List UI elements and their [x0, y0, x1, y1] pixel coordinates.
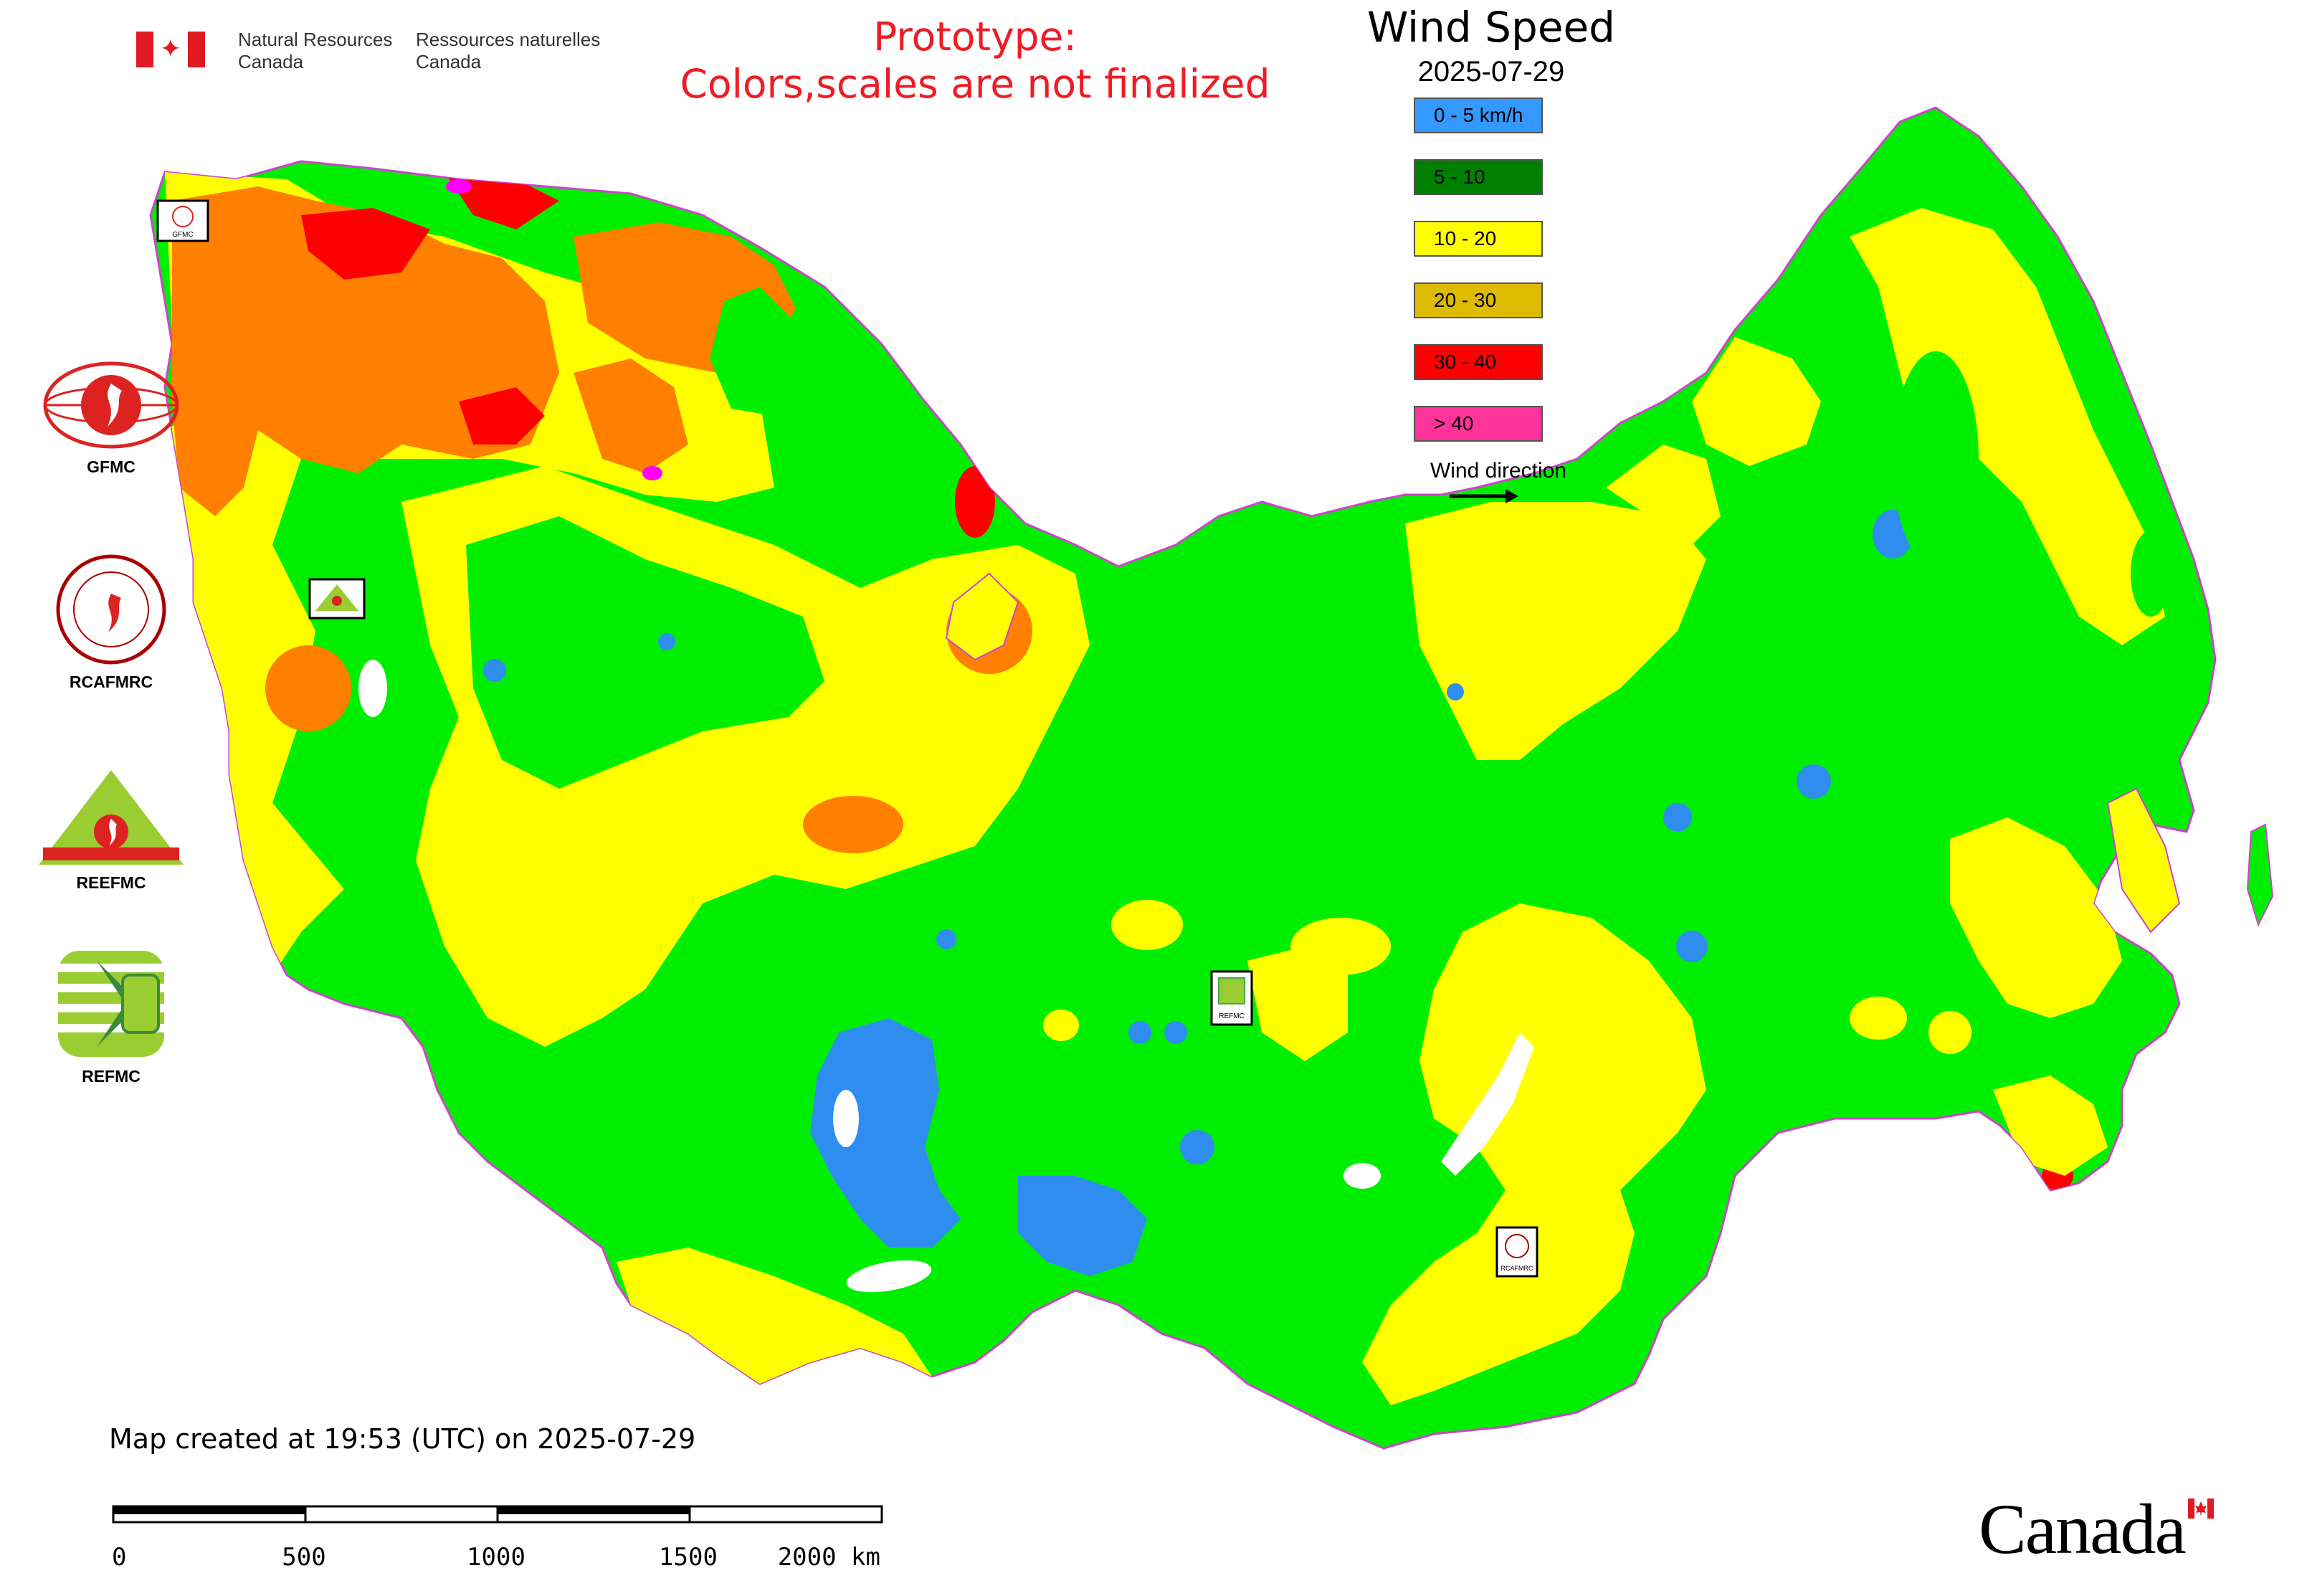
svg-text:GFMC: GFMC [172, 231, 193, 239]
logo-reefmc: REEFMC [29, 767, 194, 893]
canada-wordmark-flag-icon [2188, 1498, 2214, 1519]
nrcan-signature: ✦ Natural Resources Canada Ressources na… [136, 26, 602, 76]
legend-item-10-20: 10 - 20 [1414, 221, 1543, 257]
marker-reefmc [308, 578, 366, 619]
scale-tick-1000: 1000 [467, 1543, 525, 1572]
map-date: 2025-07-29 [1417, 56, 1565, 87]
scale-tick-1500: 1500 [659, 1543, 718, 1572]
legend-item-30-40: 30 - 40 [1414, 344, 1543, 380]
prototype-notice: Prototype: Colors,scales are not finaliz… [680, 14, 1270, 107]
scale-tick-0: 0 [112, 1543, 126, 1572]
logo-rcafmrc: RCAFMRC [29, 552, 194, 692]
marker-gfmc: GFMC [156, 199, 209, 242]
gfmc-logo-icon [43, 361, 179, 449]
marker-refmc: REFMC [1210, 970, 1253, 1026]
map-title: Wind Speed [1366, 3, 1616, 52]
scale-tick-500: 500 [282, 1543, 325, 1572]
scale-tick-2000: 2000 km [778, 1543, 880, 1572]
rcafmrc-logo-icon [56, 554, 166, 665]
legend-item-20-30: 20 - 30 [1414, 282, 1543, 318]
canada-wordmark: Canada [1979, 1489, 2187, 1569]
map-created-text: Map created at 19:53 (UTC) on 2025-07-29 [109, 1423, 696, 1455]
scale-bar: 0 500 1000 1500 2000 km [112, 1505, 883, 1572]
canada-flag-icon: ✦ [136, 32, 205, 67]
nrcan-english-name: Natural Resources Canada [238, 29, 393, 72]
marker-rcafmrc: RCAFMRC [1495, 1226, 1538, 1278]
wind-direction-label: Wind direction [1430, 459, 1567, 483]
legend-item-over-40: > 40 [1414, 406, 1543, 442]
wind-direction-arrow-icon [1450, 489, 1518, 503]
nrcan-french-name: Ressources naturelles Canada [416, 29, 601, 72]
svg-text:RCAFMRC: RCAFMRC [1501, 1265, 1533, 1272]
reefmc-logo-icon [39, 770, 184, 865]
logo-gfmc: GFMC [29, 358, 194, 477]
refmc-logo-icon [58, 951, 164, 1057]
legend-item-0-5: 0 - 5 km/h [1414, 98, 1543, 133]
svg-text:REFMC: REFMC [1219, 1012, 1245, 1020]
legend-item-5-10: 5 - 10 [1414, 159, 1543, 195]
logo-refmc: REFMC [29, 946, 194, 1086]
